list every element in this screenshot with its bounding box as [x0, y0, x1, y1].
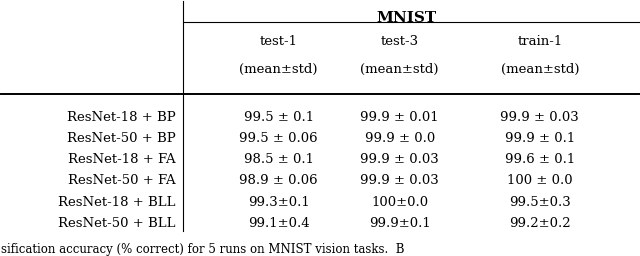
- Text: 99.6 ± 0.1: 99.6 ± 0.1: [505, 153, 575, 166]
- Text: 98.9 ± 0.06: 98.9 ± 0.06: [239, 174, 318, 187]
- Text: 99.2±0.2: 99.2±0.2: [509, 217, 571, 230]
- Text: 99.3±0.1: 99.3±0.1: [248, 196, 310, 209]
- Text: 99.9 ± 0.1: 99.9 ± 0.1: [505, 132, 575, 145]
- Text: (mean±std): (mean±std): [360, 63, 439, 76]
- Text: 99.9 ± 0.01: 99.9 ± 0.01: [360, 111, 439, 124]
- Text: sification accuracy (% correct) for 5 runs on MNIST vision tasks.  B: sification accuracy (% correct) for 5 ru…: [1, 243, 405, 256]
- Text: 99.5±0.3: 99.5±0.3: [509, 196, 571, 209]
- Text: test-1: test-1: [260, 35, 298, 48]
- Text: ResNet-50 + BLL: ResNet-50 + BLL: [58, 217, 175, 230]
- Text: 99.9 ± 0.03: 99.9 ± 0.03: [360, 153, 439, 166]
- Text: 99.9±0.1: 99.9±0.1: [369, 217, 431, 230]
- Text: 99.9 ± 0.03: 99.9 ± 0.03: [500, 111, 579, 124]
- Text: 99.5 ± 0.06: 99.5 ± 0.06: [239, 132, 318, 145]
- Text: ResNet-18 + FA: ResNet-18 + FA: [68, 153, 175, 166]
- Text: (mean±std): (mean±std): [239, 63, 318, 76]
- Text: ResNet-50 + FA: ResNet-50 + FA: [68, 174, 175, 187]
- Text: test-3: test-3: [381, 35, 419, 48]
- Text: 100±0.0: 100±0.0: [371, 196, 428, 209]
- Text: 99.5 ± 0.1: 99.5 ± 0.1: [243, 111, 314, 124]
- Text: 99.9 ± 0.0: 99.9 ± 0.0: [365, 132, 435, 145]
- Text: 100 ± 0.0: 100 ± 0.0: [507, 174, 573, 187]
- Text: MNIST: MNIST: [376, 11, 436, 25]
- Text: 99.1±0.4: 99.1±0.4: [248, 217, 309, 230]
- Text: ResNet-18 + BLL: ResNet-18 + BLL: [58, 196, 175, 209]
- Text: train-1: train-1: [517, 35, 563, 48]
- Text: (mean±std): (mean±std): [500, 63, 579, 76]
- Text: 98.5 ± 0.1: 98.5 ± 0.1: [244, 153, 314, 166]
- Text: 99.9 ± 0.03: 99.9 ± 0.03: [360, 174, 439, 187]
- Text: ResNet-50 + BP: ResNet-50 + BP: [67, 132, 175, 145]
- Text: ResNet-18 + BP: ResNet-18 + BP: [67, 111, 175, 124]
